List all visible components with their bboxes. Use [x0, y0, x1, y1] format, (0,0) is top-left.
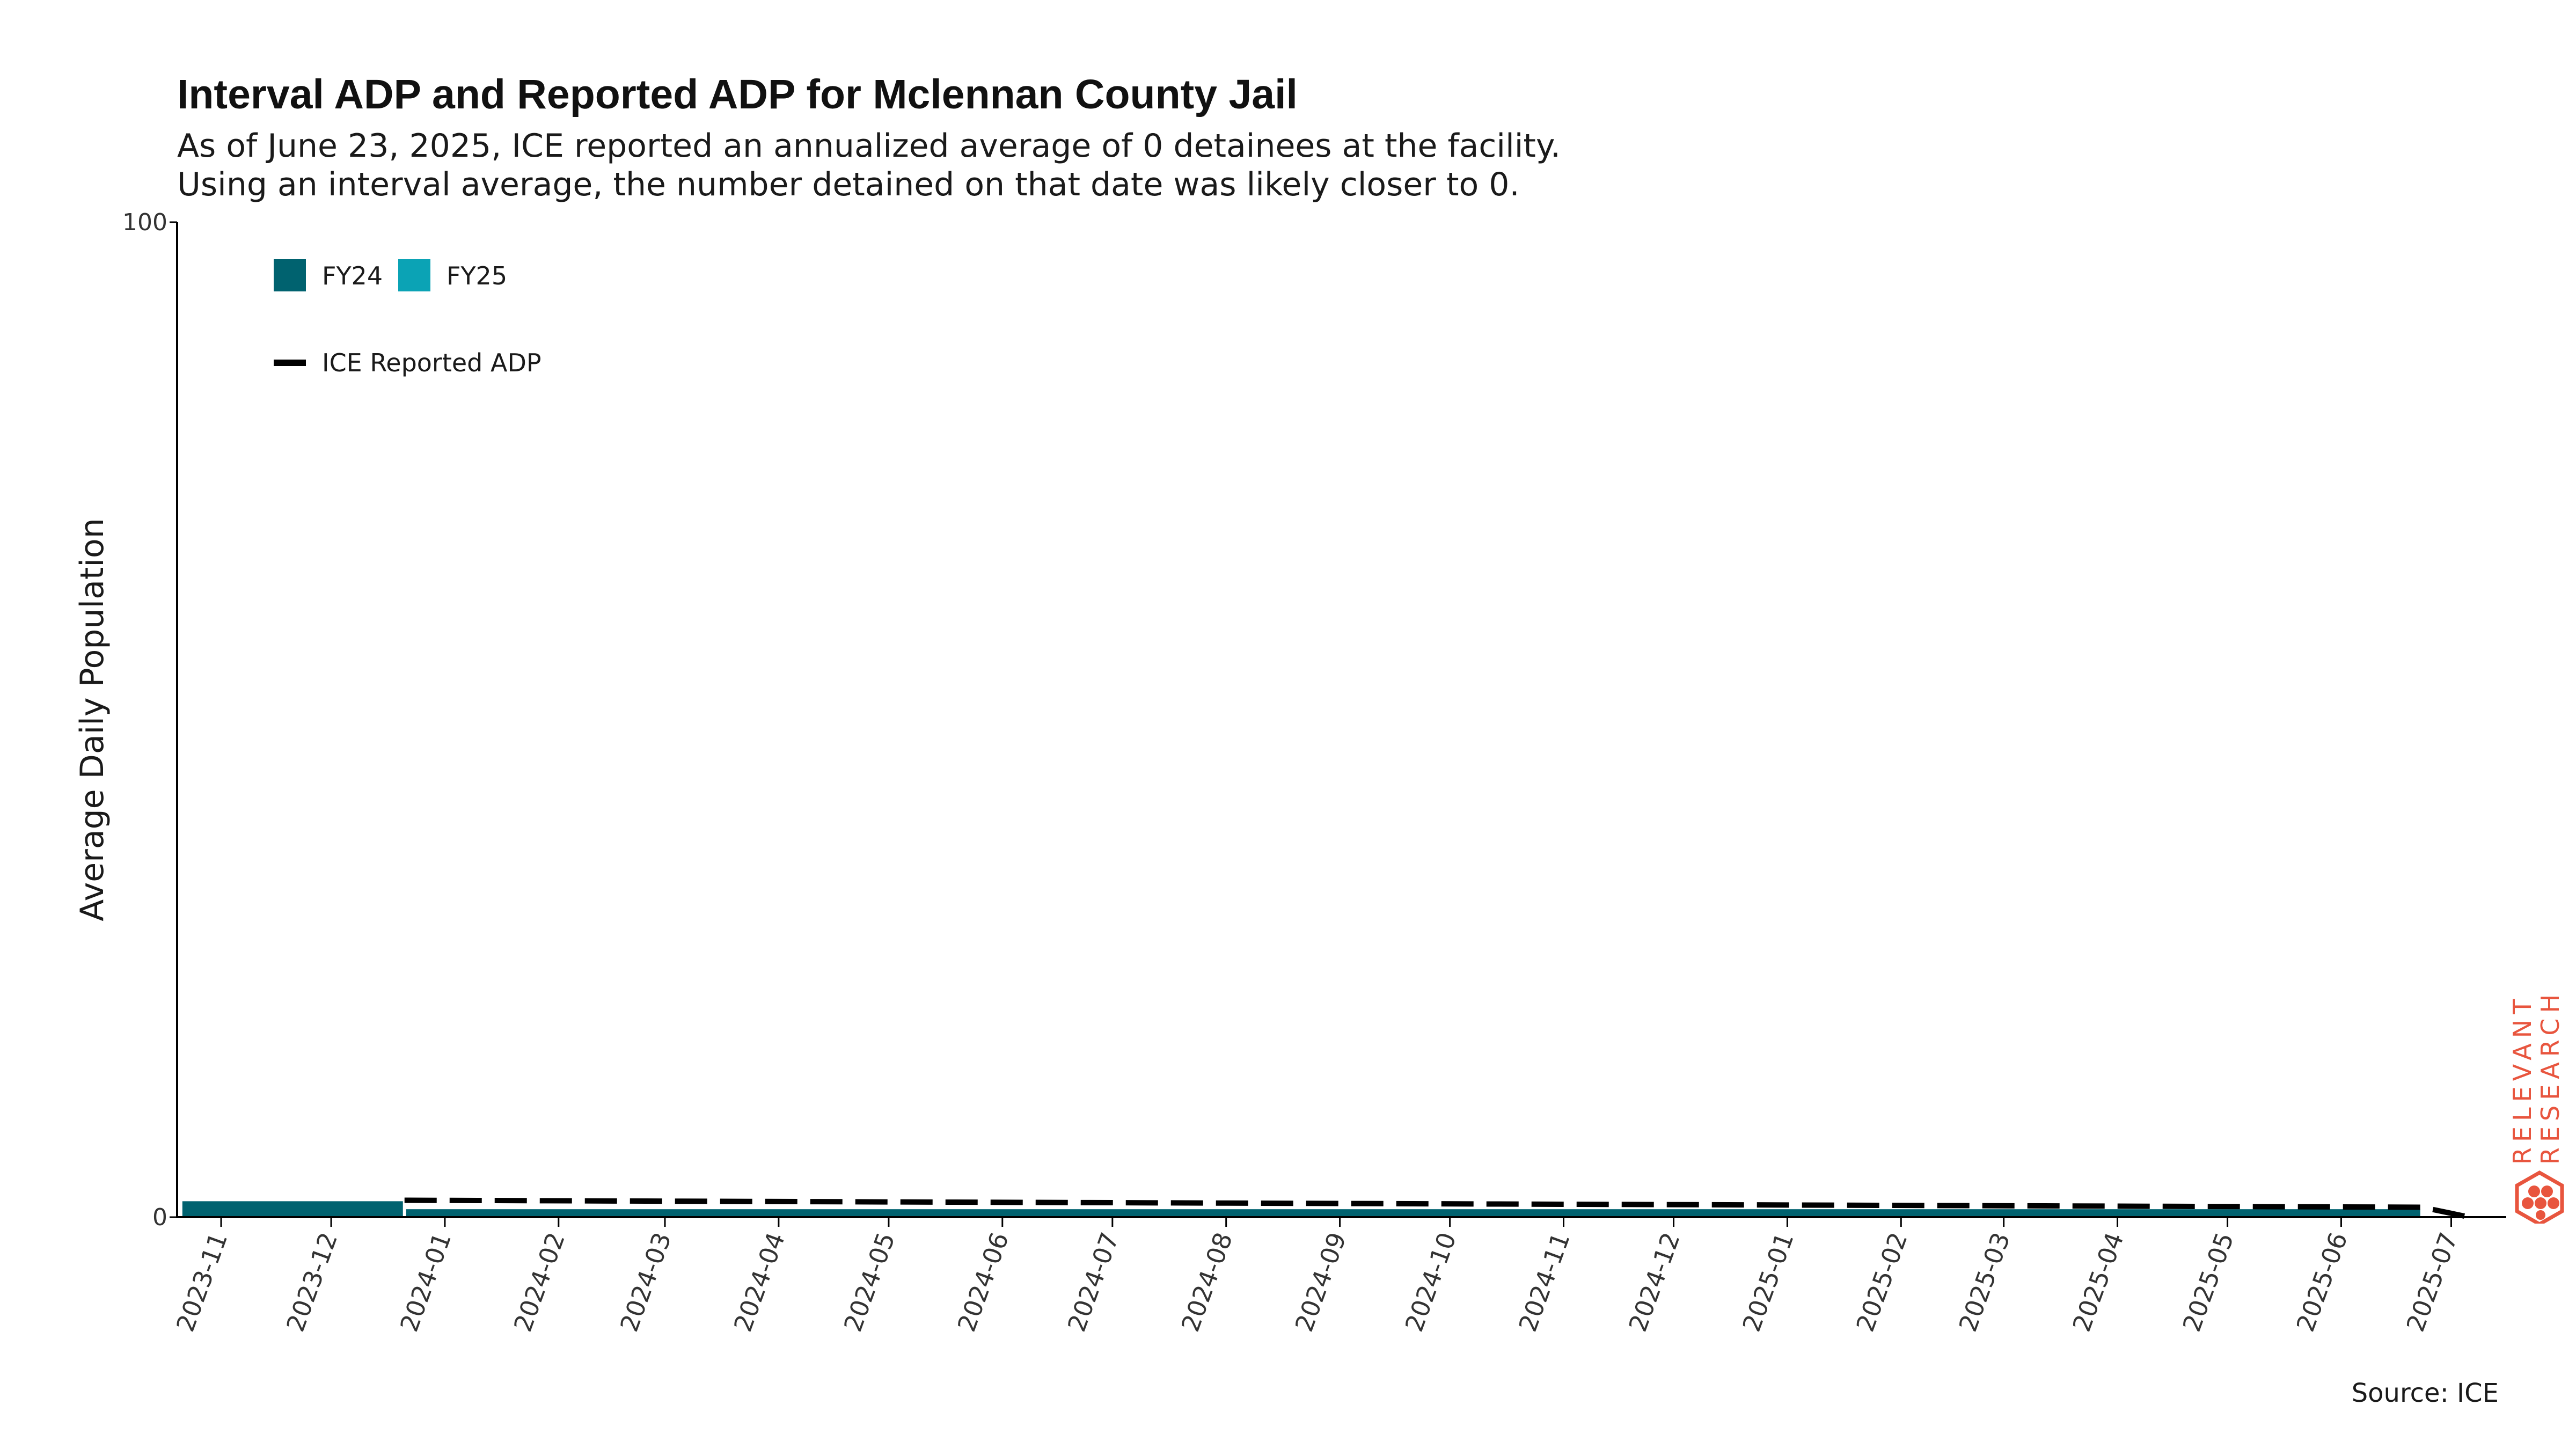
x-tick-label: 2024-01 — [394, 1228, 457, 1335]
legend-swatch-fy25 — [398, 259, 430, 291]
y-tick-label: 100 — [122, 209, 167, 236]
logo-hexagon-icon — [2515, 1170, 2564, 1224]
x-tick-label: 2024-06 — [952, 1228, 1014, 1335]
x-tick-label: 2024-12 — [1623, 1228, 1685, 1335]
x-tick-label: 2025-01 — [1737, 1228, 1799, 1335]
bar — [182, 1201, 403, 1217]
x-tick-label: 2025-06 — [2290, 1228, 2353, 1335]
x-tick-label: 2024-11 — [1513, 1228, 1575, 1335]
x-tick-label: 2023-12 — [281, 1228, 343, 1335]
x-tick-label: 2025-02 — [1850, 1228, 1913, 1335]
logo-text-line-2: RESEARCH — [2536, 993, 2565, 1165]
logo-text-line-1: RELEVANT — [2509, 994, 2537, 1165]
legend: FY24 FY25 ICE Reported ADP — [274, 259, 541, 377]
x-tick-label: 2024-04 — [728, 1228, 791, 1335]
y-tick-label: 0 — [152, 1204, 167, 1231]
axes-layer: 0 100 Average Daily Population 2023-11 2023-… — [74, 209, 2506, 1335]
source-note: Source: ICE — [2351, 1378, 2499, 1408]
reported-adp-line-layer — [404, 1197, 2470, 1220]
x-tick-label: 2025-03 — [1953, 1228, 2016, 1335]
x-tick-label: 2024-10 — [1399, 1228, 1461, 1335]
x-tick-label: 2024-09 — [1289, 1228, 1351, 1335]
x-tick-label: 2024-02 — [508, 1228, 570, 1335]
chart-title: Interval ADP and Reported ADP for Mclenn… — [177, 71, 1298, 118]
x-tick-label: 2024-05 — [838, 1228, 901, 1335]
reported-adp-line — [404, 1197, 2470, 1220]
x-tick-label: 2024-03 — [614, 1228, 677, 1335]
x-tick-label: 2025-05 — [2177, 1228, 2239, 1335]
chart-subtitle-line-1: As of June 23, 2025, ICE reported an ann… — [177, 127, 1561, 165]
x-tick-label: 2024-07 — [1062, 1228, 1124, 1335]
legend-swatch-fy24 — [274, 259, 306, 291]
y-axis-label: Average Daily Population — [74, 518, 111, 921]
legend-label-fy24: FY24 — [322, 261, 383, 290]
x-tick-label: 2025-04 — [2067, 1228, 2129, 1335]
x-tick-label: 2023-11 — [171, 1228, 233, 1335]
bar — [406, 1209, 2420, 1217]
x-tick-label: 2025-07 — [2401, 1228, 2463, 1335]
legend-label-reported-adp: ICE Reported ADP — [322, 348, 541, 377]
relevant-research-logo: RELEVANT RESEARCH — [2509, 993, 2565, 1224]
legend-label-fy25: FY25 — [447, 261, 507, 290]
x-tick-label: 2024-08 — [1176, 1228, 1238, 1335]
bars-layer — [182, 1201, 2420, 1217]
chart-subtitle-line-2: Using an interval average, the number de… — [177, 166, 1520, 203]
